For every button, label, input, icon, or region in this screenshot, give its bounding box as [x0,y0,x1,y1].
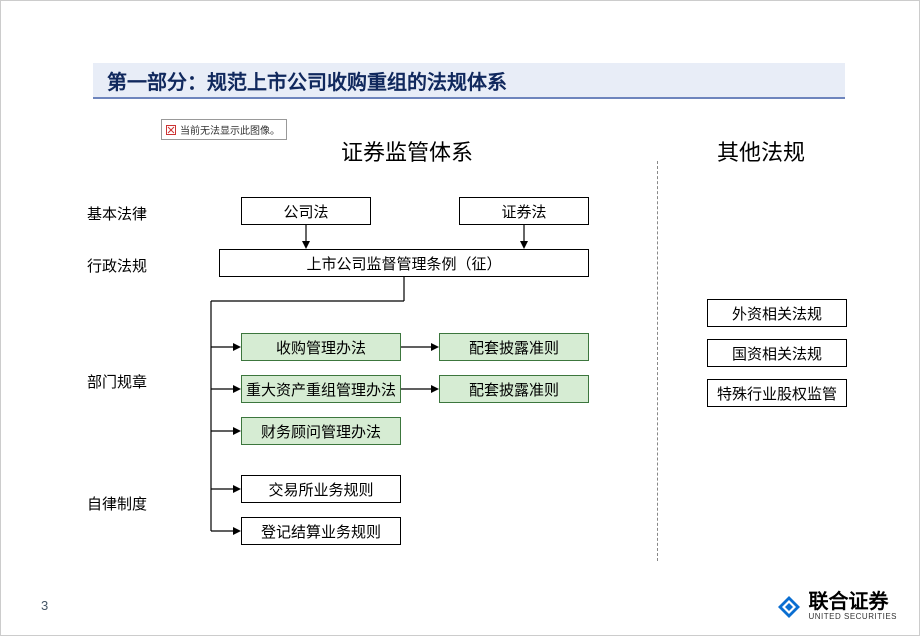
company-logo: 联合证券 UNITED SECURITIES [776,592,897,621]
section-title-bar: 第一部分：规范上市公司收购重组的法规体系 [93,63,845,99]
section-title: 第一部分：规范上市公司收购重组的法规体系 [107,66,507,95]
vertical-divider [657,161,658,561]
node-securities_law: 证券法 [459,197,589,225]
node-settle_rule: 登记结算业务规则 [241,517,401,545]
broken-image-placeholder: 当前无法显示此图像。 [161,119,287,140]
row-label-admin: 行政法规 [87,255,147,276]
node-company_law: 公司法 [241,197,371,225]
node-supervision: 上市公司监督管理条例（征） [219,249,589,277]
node-state: 国资相关法规 [707,339,847,367]
node-exchange_rule: 交易所业务规则 [241,475,401,503]
node-major_disc: 配套披露准则 [439,375,589,403]
node-acq_mgmt: 收购管理办法 [241,333,401,361]
column-title-right: 其他法规 [717,135,805,167]
node-acq_disc: 配套披露准则 [439,333,589,361]
logo-subtext: UNITED SECURITIES [808,612,897,621]
broken-image-text: 当前无法显示此图像。 [180,122,280,137]
node-special: 特殊行业股权监管 [707,379,847,407]
node-fa_mgmt: 财务顾问管理办法 [241,417,401,445]
column-title-left: 证券监管体系 [341,135,473,167]
logo-icon [776,594,802,620]
logo-text: 联合证券 [808,592,888,612]
row-label-basic: 基本法律 [87,203,147,224]
page-number: 3 [41,598,48,613]
node-major_asset: 重大资产重组管理办法 [241,375,401,403]
node-foreign: 外资相关法规 [707,299,847,327]
row-label-self: 自律制度 [87,493,147,514]
row-label-dept: 部门规章 [87,371,147,392]
